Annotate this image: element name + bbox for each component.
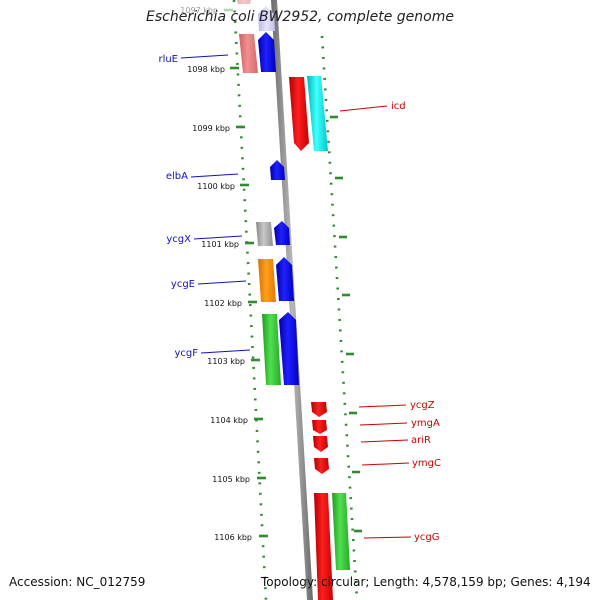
gene-arrow-down <box>314 458 329 474</box>
gene-label-ycgE[interactable]: ycgE <box>171 279 195 290</box>
tick-label: 1105 kbp <box>212 475 250 484</box>
gene-arrow-down <box>313 436 328 452</box>
accession-text: Accession: NC_012759 <box>9 575 146 589</box>
gene-rect <box>256 222 273 246</box>
gene-rect <box>239 34 258 73</box>
label-connectors <box>180 54 412 539</box>
tick-label: 1098 kbp <box>187 65 225 74</box>
gene-label-ycgF[interactable]: ycgF <box>174 348 198 359</box>
gene-label-ycgZ[interactable]: ycgZ <box>410 400 435 411</box>
gene-labels-left: rluE elbA ycgX ycgE ycgF <box>158 54 198 359</box>
gene-features <box>237 0 350 600</box>
gene-arrow-down <box>311 402 327 417</box>
gene-label-icd[interactable]: icd <box>391 101 406 112</box>
gene-label-ariR[interactable]: ariR <box>411 435 431 446</box>
gene-labels-right: icd ycgZ ymgA ariR ymgC ycgG <box>391 101 441 543</box>
gene-label-elbA[interactable]: elbA <box>166 171 188 182</box>
tick: 1105 kbp <box>212 475 266 484</box>
tick-label: 1101 kbp <box>201 240 239 249</box>
gene-arrow-down <box>289 77 309 151</box>
gene-arrow-up <box>279 312 299 385</box>
gene-label-ycgG[interactable]: ycgG <box>414 532 440 543</box>
map-band <box>232 0 360 600</box>
topology-text: Topology: circular; Length: 4,578,159 bp… <box>261 575 591 589</box>
tick-label: 1106 kbp <box>214 533 252 542</box>
gene-arrow-down <box>312 420 327 434</box>
gene-arrow-faded <box>237 0 251 4</box>
tick: 1106 kbp <box>214 533 268 542</box>
gene-arrow-up <box>276 257 294 301</box>
gene-rect <box>262 314 281 385</box>
gene-rect <box>258 259 276 302</box>
gene-arrow-up <box>270 160 285 180</box>
gene-arrow-up <box>258 32 276 72</box>
tick-group: 1097 kbp 1098 kbp 1099 kbp 1100 kbp 1101… <box>180 6 362 542</box>
tick-label: 1103 kbp <box>207 357 245 366</box>
tick: 1099 kbp <box>192 124 245 133</box>
gene-rect <box>314 493 333 600</box>
gene-rect <box>332 493 350 570</box>
tick-label: 1102 kbp <box>204 299 242 308</box>
gene-label-rluE[interactable]: rluE <box>158 54 178 65</box>
tick: 1104 kbp <box>210 416 263 425</box>
tick: 1098 kbp <box>187 65 239 74</box>
tick: 1100 kbp <box>197 182 249 191</box>
tick: 1097 kbp <box>180 6 233 15</box>
tick: 1101 kbp <box>201 240 254 249</box>
gene-label-ymgA[interactable]: ymgA <box>411 418 440 429</box>
gene-rect <box>307 76 328 151</box>
tick-label: 1097 kbp <box>180 6 218 15</box>
gene-arrow-faded <box>258 6 275 31</box>
tick: 1102 kbp <box>204 299 257 308</box>
gene-label-ycgX[interactable]: ycgX <box>166 234 191 245</box>
tick-label: 1099 kbp <box>192 124 230 133</box>
gene-label-ymgC[interactable]: ymgC <box>412 458 441 469</box>
tick: 1103 kbp <box>207 357 260 366</box>
map-title: Escherichia coli BW2952, complete genome <box>146 9 454 25</box>
tick-label: 1100 kbp <box>197 182 235 191</box>
gene-arrow-up <box>274 221 290 245</box>
tick-label: 1104 kbp <box>210 416 248 425</box>
